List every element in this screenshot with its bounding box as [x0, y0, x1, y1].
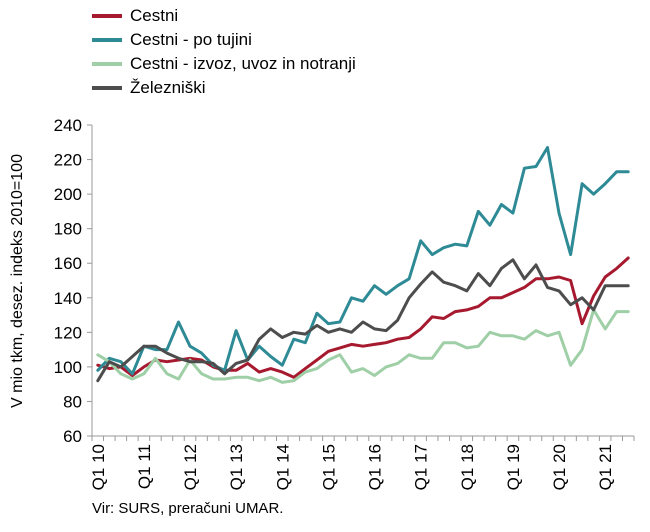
y-tick-label: 100 — [54, 358, 82, 377]
legend: Cestni Cestni - po tujini Cestni - izvoz… — [92, 4, 356, 100]
legend-item: Cestni - po tujini — [92, 28, 356, 52]
series-line — [96, 308, 630, 384]
legend-swatch — [92, 14, 122, 18]
legend-item: Cestni — [92, 4, 356, 28]
series-line — [96, 256, 630, 379]
y-tick-label: 220 — [54, 151, 82, 170]
legend-item: Cestni - izvoz, uvoz in notranji — [92, 52, 356, 76]
y-tick-label: 140 — [54, 289, 82, 308]
y-tick-label: 120 — [54, 323, 82, 342]
y-tick-label: 160 — [54, 254, 82, 273]
chart-axes — [87, 124, 635, 441]
legend-label: Cestni - po tujini — [130, 30, 252, 49]
x-tick-label: Q1 14 — [273, 444, 292, 490]
x-tick-label: Q1 20 — [550, 444, 569, 490]
legend-swatch — [92, 38, 122, 42]
x-tick-label: Q1 16 — [366, 444, 385, 490]
x-tick-label: Q1 18 — [458, 444, 477, 490]
y-tick-label: 240 — [54, 116, 82, 135]
legend-label: Cestni — [130, 6, 179, 25]
y-tick-label: 180 — [54, 220, 82, 239]
x-tick-label: Q1 19 — [504, 444, 523, 490]
legend-swatch — [92, 62, 122, 66]
x-tick-label: Q1 11 — [135, 444, 154, 489]
legend-item: Železniški — [92, 76, 356, 100]
x-tick-label: Q1 13 — [227, 444, 246, 490]
y-axis-label: V mio tkm, desez. indeks 2010=100 — [9, 154, 26, 408]
x-tick-label: Q1 21 — [596, 444, 615, 490]
y-tick-label: 200 — [54, 185, 82, 204]
y-tick-label: 80 — [63, 392, 82, 411]
series-lines — [96, 146, 630, 384]
x-tick-label: Q1 15 — [319, 444, 338, 490]
legend-label: Cestni - izvoz, uvoz in notranji — [130, 54, 356, 73]
x-tick-labels: Q1 10 Q1 11 Q1 12 Q1 13 Q1 14 Q1 15 Q1 16 Q1 17… — [89, 444, 615, 490]
x-tick-label: Q1 17 — [412, 444, 431, 490]
y-tick-label: 60 — [63, 427, 82, 446]
x-tick-label: Q1 10 — [89, 444, 108, 490]
y-tick-labels: 60 80 100 120 140 160 180 200 220 240 — [54, 116, 82, 446]
series-line — [96, 146, 630, 376]
legend-label: Železniški — [130, 78, 206, 97]
x-tick-label: Q1 12 — [181, 444, 200, 490]
series-line — [96, 258, 630, 383]
legend-swatch — [92, 86, 122, 90]
source-note: Vir: SURS, preračuni UMAR. — [92, 500, 284, 517]
